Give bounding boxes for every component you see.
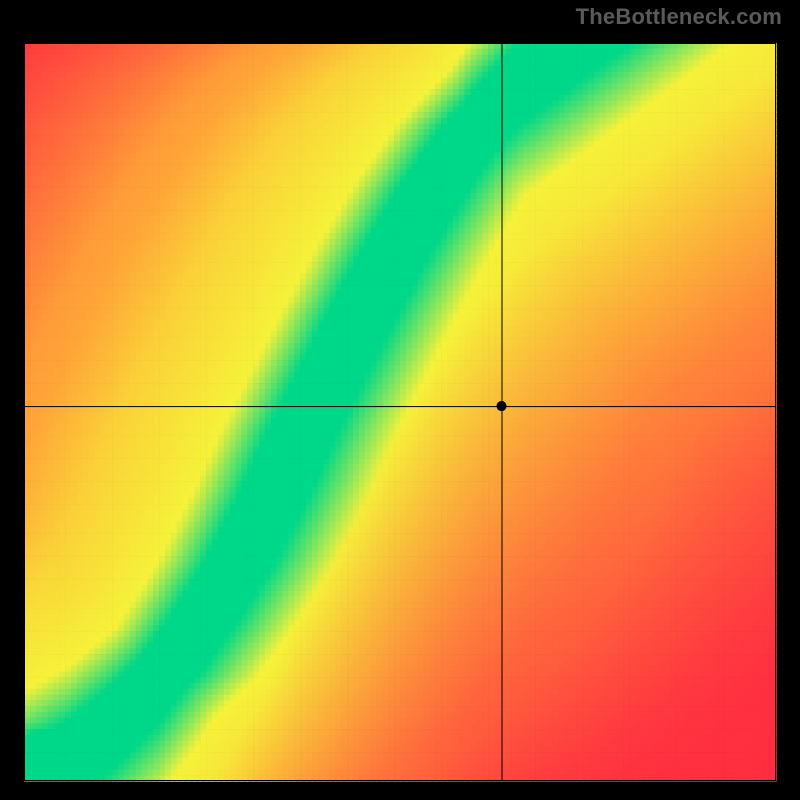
chart-container: TheBottleneck.com	[0, 0, 800, 800]
bottleneck-heatmap	[0, 0, 800, 800]
watermark-text: TheBottleneck.com	[576, 4, 782, 30]
